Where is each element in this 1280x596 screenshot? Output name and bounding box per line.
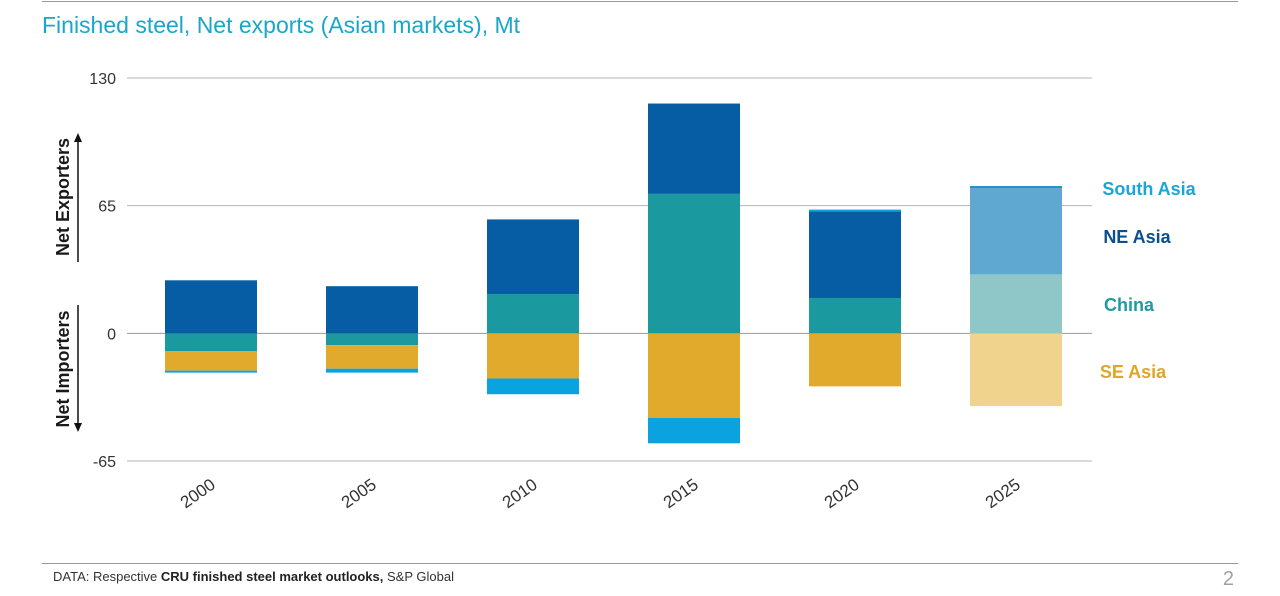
bar-2015-china — [648, 193, 740, 334]
bar-2015-south-asia — [648, 417, 740, 444]
net-importers-arrowhead — [74, 423, 82, 432]
bar-2010-ne-asia — [487, 219, 579, 295]
bar-2010-se-asia — [487, 333, 579, 379]
bar-2020-ne-asia — [809, 211, 901, 298]
y-tick-label-130: 130 — [89, 71, 116, 88]
source-bold: CRU finished steel market outlooks, — [160, 569, 384, 584]
bar-2020-south-asia — [809, 209, 901, 212]
stacked-bar-chart: 130 65 0 -65 2000 2005 2010 2015 2020 2025 South A… — [53, 71, 1197, 512]
source-note: DATA: Respective CRU finished steel mark… — [53, 569, 454, 584]
bar-2025-south-asia — [970, 186, 1062, 188]
footer-rule — [42, 563, 1238, 564]
bar-2025-se-asia — [970, 333, 1062, 407]
legend-label-se-asia: SE Asia — [1100, 362, 1167, 382]
bar-2015-ne-asia — [648, 103, 740, 194]
y-tick-label-0: 0 — [107, 326, 116, 343]
bar-2000-ne-asia — [165, 280, 257, 334]
bar-2025-china — [970, 274, 1062, 334]
bar-2005-south-asia — [326, 368, 418, 373]
legend-label-china: China — [1104, 295, 1155, 315]
legend-label-south-asia: South Asia — [1102, 179, 1196, 199]
source-prefix: DATA: Respective — [53, 569, 161, 584]
bar-2005-ne-asia — [326, 286, 418, 334]
net-exporters-arrowhead — [74, 133, 82, 142]
legend-label-ne-asia: NE Asia — [1103, 227, 1171, 247]
x-tick-label-2000: 2000 — [177, 475, 219, 512]
net-exporters-label: Net Exporters — [53, 138, 73, 256]
y-tick-label--65: -65 — [93, 454, 116, 471]
bar-2010-china — [487, 294, 579, 334]
chart-title: Finished steel, Net exports (Asian marke… — [42, 12, 521, 38]
bar-2000-se-asia — [165, 351, 257, 371]
bar-2015-se-asia — [648, 333, 740, 418]
bar-2025-ne-asia — [970, 187, 1062, 275]
bar-2005-china — [326, 333, 418, 346]
net-importers-label: Net Importers — [53, 310, 73, 427]
x-tick-label-2015: 2015 — [660, 475, 702, 512]
bar-2010-south-asia — [487, 378, 579, 395]
x-tick-label-2025: 2025 — [982, 475, 1024, 512]
bar-2000-south-asia — [165, 370, 257, 373]
bar-2020-china — [809, 297, 901, 334]
top-rule — [42, 1, 1238, 2]
bar-2000-china — [165, 333, 257, 352]
bar-2005-se-asia — [326, 345, 418, 369]
x-tick-label-2020: 2020 — [821, 475, 863, 512]
x-tick-label-2010: 2010 — [499, 475, 541, 512]
source-suffix: S&P Global — [383, 569, 454, 584]
bar-2020-se-asia — [809, 333, 901, 387]
page-number: 2 — [1222, 568, 1234, 590]
y-tick-label-65: 65 — [98, 199, 116, 216]
x-tick-label-2005: 2005 — [338, 475, 380, 512]
